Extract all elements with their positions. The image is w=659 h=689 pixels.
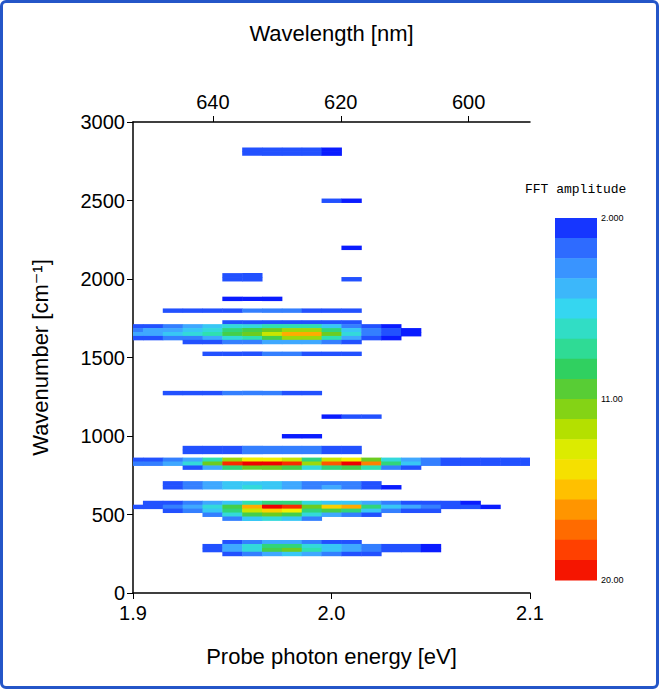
svg-text:FFT amplitude: FFT amplitude — [525, 182, 626, 197]
svg-text:2.000: 2.000 — [601, 213, 624, 223]
svg-text:620: 620 — [324, 91, 357, 113]
svg-text:1.9: 1.9 — [119, 602, 147, 624]
svg-text:500: 500 — [92, 504, 125, 526]
svg-text:1000: 1000 — [81, 425, 126, 447]
svg-text:1500: 1500 — [81, 347, 126, 369]
svg-text:Wavelength [nm]: Wavelength [nm] — [249, 21, 413, 46]
svg-text:640: 640 — [196, 91, 229, 113]
svg-text:3000: 3000 — [81, 111, 126, 133]
svg-text:2.1: 2.1 — [516, 602, 544, 624]
svg-text:Wavenumber [cm⁻¹]: Wavenumber [cm⁻¹] — [28, 259, 53, 456]
svg-text:20.00: 20.00 — [601, 575, 624, 585]
svg-text:11.00: 11.00 — [601, 394, 623, 404]
svg-text:2000: 2000 — [81, 268, 126, 290]
svg-text:2500: 2500 — [81, 190, 126, 212]
svg-text:Probe photon energy [eV]: Probe photon energy [eV] — [206, 644, 457, 669]
svg-text:2.0: 2.0 — [318, 602, 346, 624]
svg-text:600: 600 — [452, 91, 485, 113]
svg-text:0: 0 — [114, 582, 125, 604]
